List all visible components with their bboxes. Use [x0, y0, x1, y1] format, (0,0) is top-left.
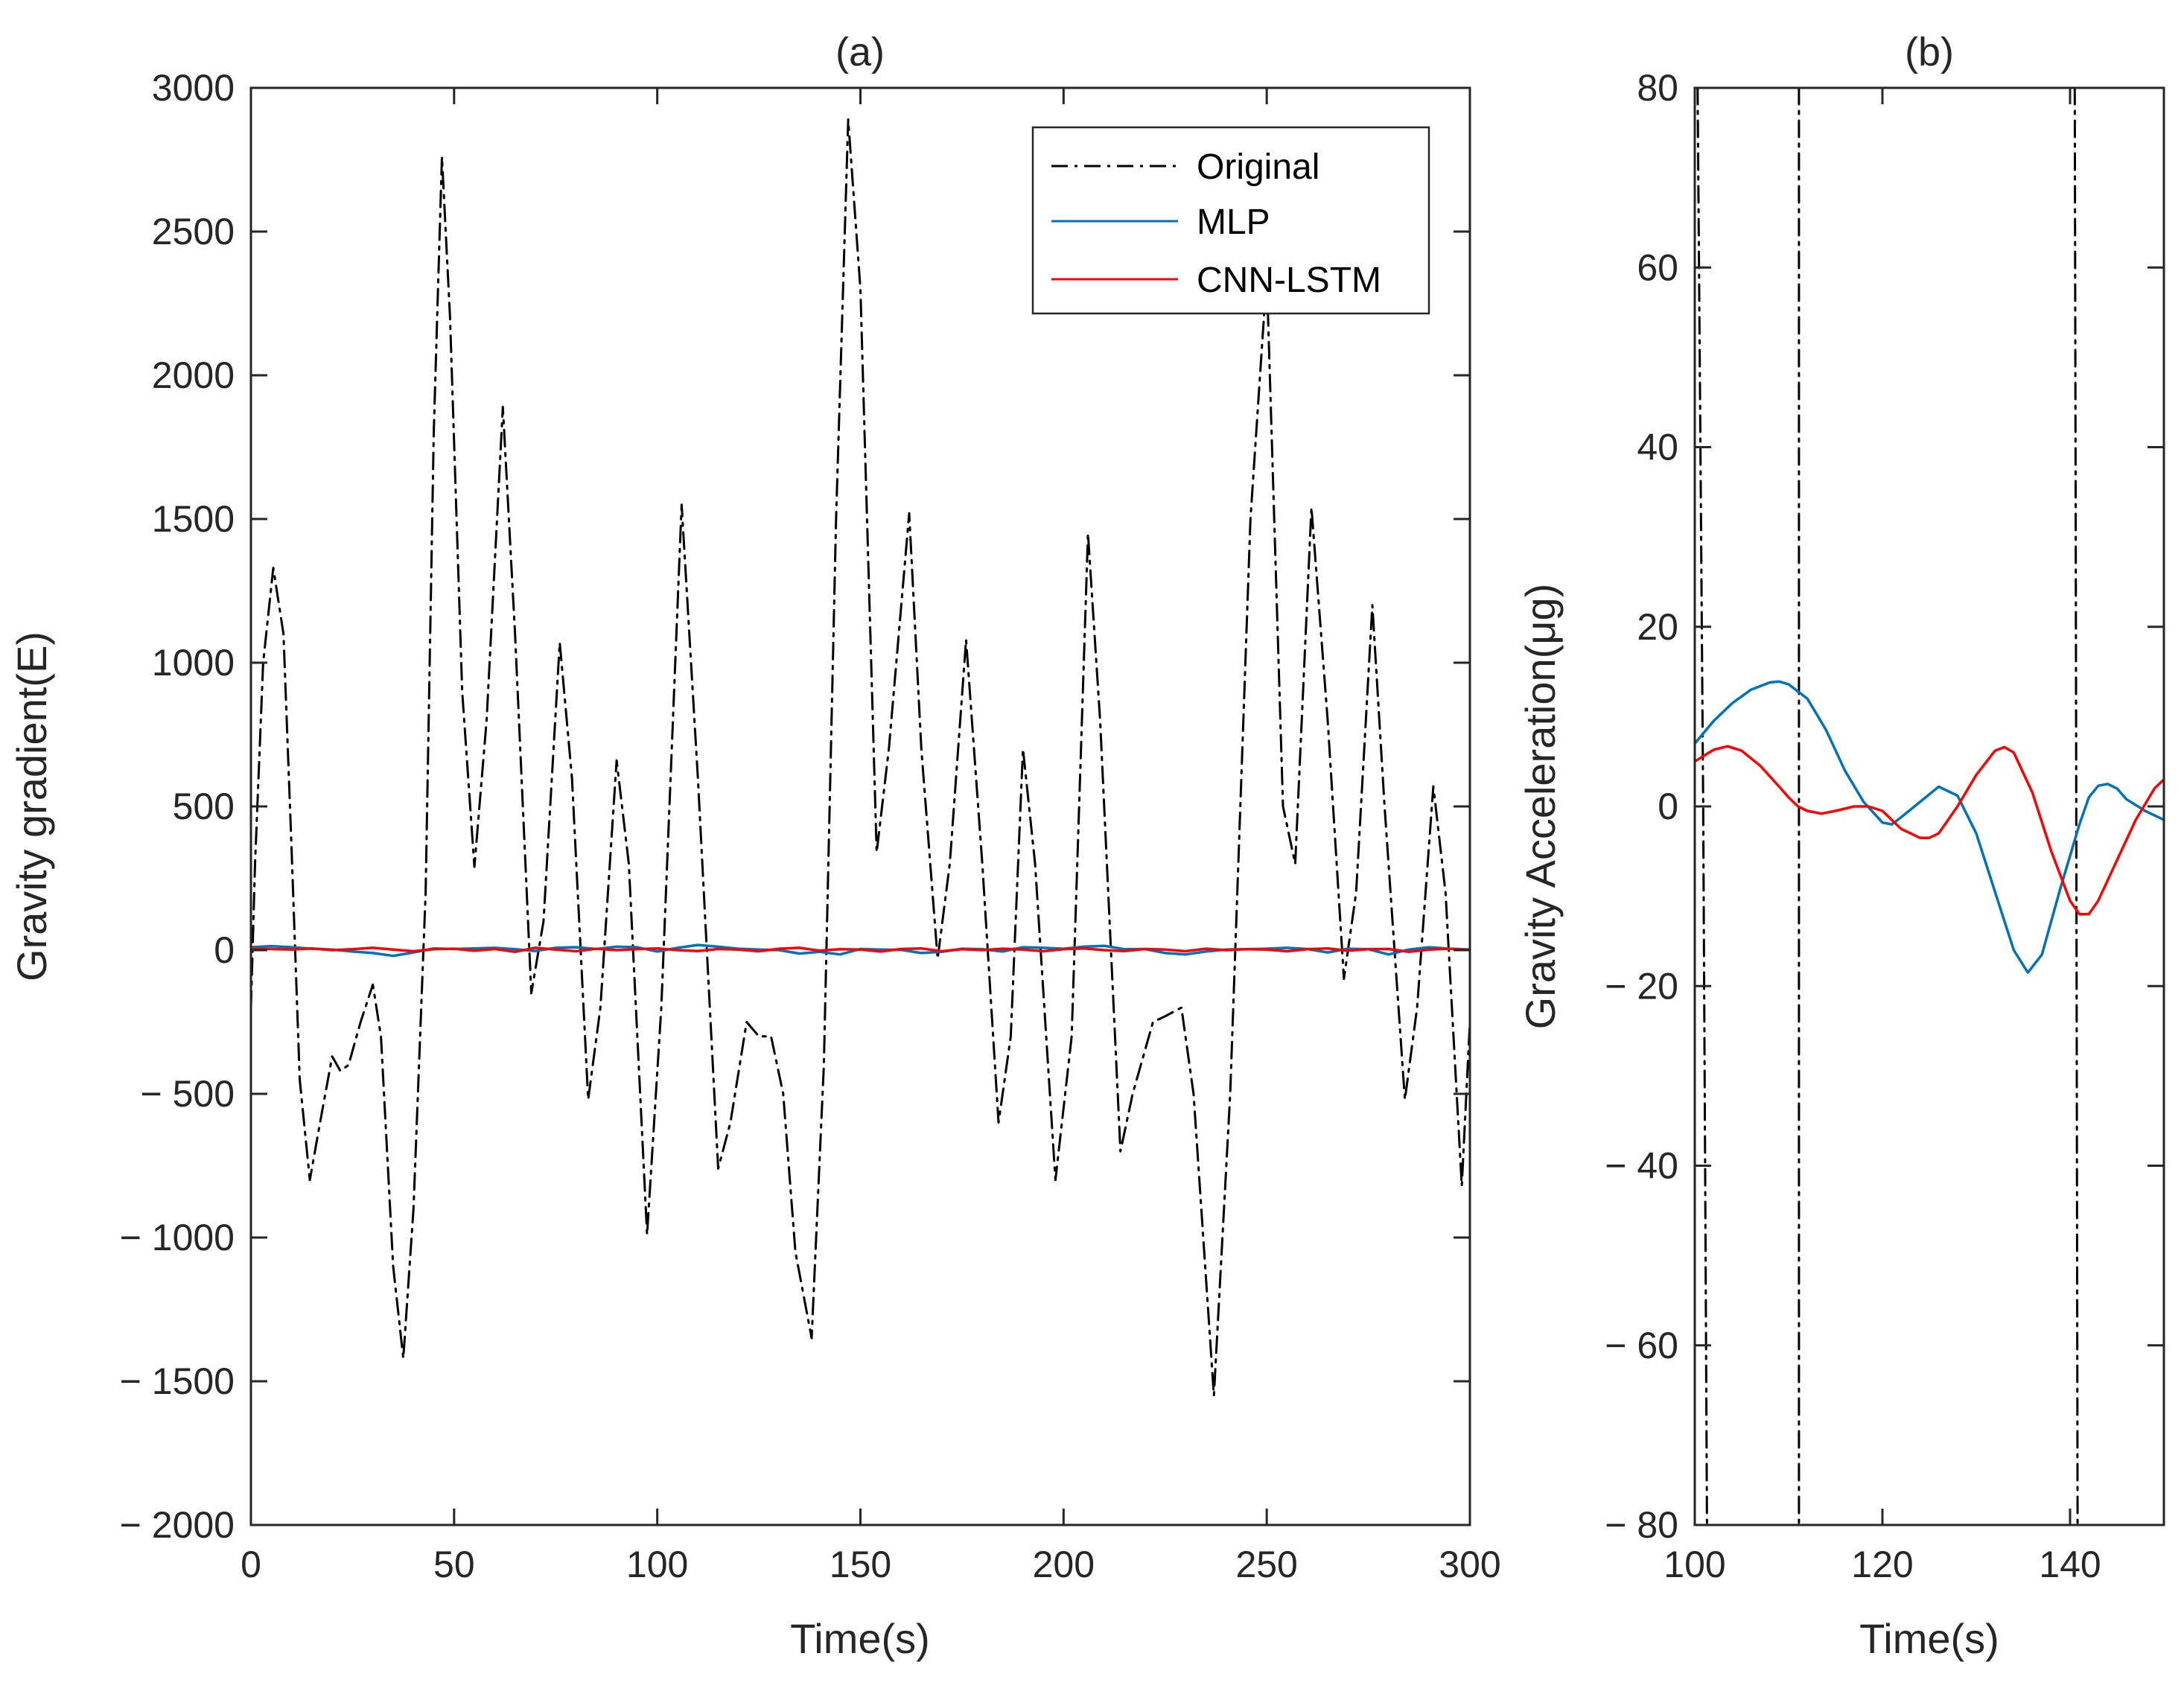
panel-b-y-tick-label: − 60 — [1605, 1325, 1678, 1366]
panel-a-x-tick-label: 50 — [433, 1544, 475, 1585]
panel-b: (b) 100 120 140 80 60 40 20 0 − 20 − 40 − 60 − 80 T… — [1517, 30, 2165, 1662]
panel-a-y-tick-label: − 500 — [140, 1073, 235, 1115]
panel-a-x-tick-label: 200 — [1033, 1544, 1095, 1585]
panel-a-series-original — [251, 118, 1470, 1397]
panel-a-x-axis-label: Time(s) — [790, 1615, 930, 1662]
panel-b-x-tick-label: 100 — [1664, 1544, 1725, 1585]
panel-a-x-tick-label: 250 — [1235, 1544, 1297, 1585]
panel-b-y-tick-label: 20 — [1637, 606, 1678, 648]
legend-label-original: Original — [1197, 147, 1319, 187]
panel-b-x-axis-label: Time(s) — [1859, 1615, 1999, 1662]
panel-b-y-tick-label: 80 — [1637, 67, 1678, 109]
panel-b-y-tick-label: 60 — [1637, 246, 1678, 288]
panel-a-y-tick-label: 3000 — [152, 67, 235, 109]
panel-a-y-tick-label: − 1500 — [120, 1360, 235, 1402]
panel-b-y-tick-label: − 80 — [1605, 1504, 1678, 1546]
panel-b-ticks: 100 120 140 80 60 40 20 0 − 20 − 40 − 60 − 80 — [1605, 67, 2164, 1585]
panel-b-title: (b) — [1905, 30, 1954, 74]
panel-a-ticks: 0 50 100 150 200 250 300 3000 2500 2000 1500 1000 50… — [120, 67, 1501, 1585]
legend-label-cnn-lstm: CNN-LSTM — [1197, 261, 1381, 300]
panel-a-series — [251, 118, 1470, 1397]
panel-b-y-tick-label: − 20 — [1605, 965, 1678, 1007]
panel-a-y-tick-label: − 2000 — [120, 1504, 235, 1546]
legend: Original MLP CNN-LSTM — [1031, 126, 1430, 315]
panel-a-title: (a) — [835, 30, 885, 74]
panel-b-series-cnn-lstm — [1695, 745, 2164, 916]
panel-b-y-tick-label: 40 — [1637, 427, 1678, 468]
legend-label-mlp: MLP — [1197, 203, 1270, 242]
panel-b-series-mlp — [1695, 680, 2164, 974]
panel-a-series-cnn-lstm — [251, 946, 1470, 954]
panel-a-y-axis-label: Gravity gradient(E) — [8, 631, 55, 981]
panel-b-series-original-segment-1 — [1696, 88, 1708, 1525]
panel-b-x-tick-label: 120 — [1851, 1544, 1913, 1585]
panel-b-y-axis-label: Gravity Acceleration(μg) — [1517, 584, 1564, 1030]
panel-a-y-tick-label: 2000 — [152, 354, 235, 396]
panel-b-series — [1695, 88, 2164, 1525]
panel-a-x-tick-label: 100 — [626, 1544, 688, 1585]
panel-a-x-tick-label: 0 — [241, 1544, 261, 1585]
panel-a-y-tick-label: 500 — [173, 786, 235, 827]
panel-a-y-tick-label: 1500 — [152, 498, 235, 540]
panel-b-y-tick-label: 0 — [1658, 786, 1678, 827]
panel-a-x-tick-label: 300 — [1439, 1544, 1500, 1585]
panel-a-y-tick-label: 2500 — [152, 211, 235, 252]
panel-a-y-tick-label: 0 — [214, 929, 235, 971]
panel-a-y-tick-label: − 1000 — [120, 1217, 235, 1258]
panel-b-y-tick-label: − 40 — [1605, 1145, 1678, 1187]
panel-a-x-tick-label: 150 — [830, 1544, 891, 1585]
panel-a: (a) 0 50 100 150 200 250 300 3000 2500 2000 1500 10… — [8, 30, 1501, 1662]
panel-b-x-tick-label: 140 — [2039, 1544, 2101, 1585]
panel-a-y-tick-label: 1000 — [152, 642, 235, 684]
